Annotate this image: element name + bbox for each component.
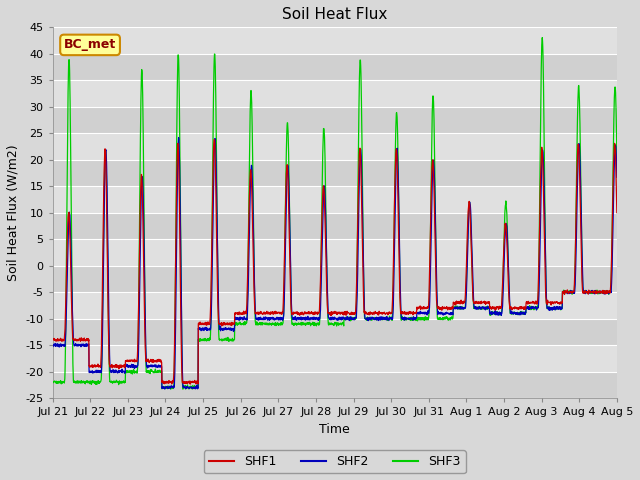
Bar bbox=[52, 319, 617, 345]
Bar bbox=[52, 27, 617, 54]
Bar bbox=[52, 80, 617, 107]
Bar bbox=[52, 160, 617, 186]
X-axis label: Time: Time bbox=[319, 422, 350, 435]
Y-axis label: Soil Heat Flux (W/m2): Soil Heat Flux (W/m2) bbox=[7, 144, 20, 281]
Bar bbox=[52, 239, 617, 265]
Legend: SHF1, SHF2, SHF3: SHF1, SHF2, SHF3 bbox=[204, 450, 466, 473]
Bar bbox=[52, 133, 617, 160]
Bar bbox=[52, 345, 617, 372]
Bar bbox=[52, 292, 617, 319]
Title: Soil Heat Flux: Soil Heat Flux bbox=[282, 7, 387, 22]
Bar bbox=[52, 107, 617, 133]
Bar bbox=[52, 186, 617, 213]
Bar bbox=[52, 372, 617, 398]
Text: BC_met: BC_met bbox=[64, 38, 116, 51]
Bar bbox=[52, 265, 617, 292]
Bar bbox=[52, 213, 617, 239]
Bar bbox=[52, 54, 617, 80]
